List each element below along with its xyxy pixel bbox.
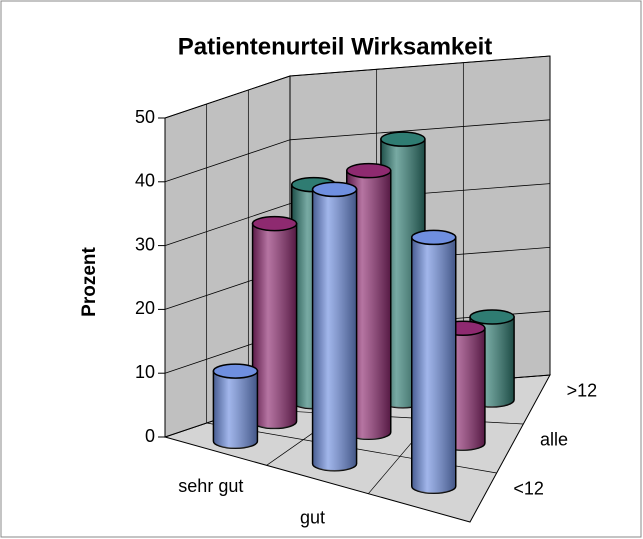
grid-line [164,183,551,246]
y-tick-label: 40 [135,171,155,191]
chart-title: Patientenurteil Wirksamkeit [178,33,493,60]
bar-top [346,162,392,179]
legend-label: <12 [513,478,544,498]
bar-top [251,215,298,232]
bar-top [411,229,457,246]
bar-shade [411,237,456,494]
bar-shade [252,223,297,429]
y-axis-label: Prozent [79,246,100,316]
grid-line [164,119,551,183]
legend-label: alle [540,429,568,449]
grid-line [164,55,551,119]
legend-label: >12 [567,380,598,400]
bar-top [469,309,515,325]
bar-top [212,363,259,379]
bar-top [380,131,426,147]
x-tick-label: sehr gut [178,476,243,496]
y-tick-label: 10 [135,362,155,382]
bar-shade [346,170,391,440]
x-tick-label: gut [300,507,325,527]
bar-shade [213,371,258,449]
bar-shade [312,189,357,471]
y-tick-label: 0 [145,426,155,446]
bar-top [311,181,358,198]
y-tick-label: 20 [135,298,155,318]
y-tick-label: 50 [135,107,155,127]
y-tick-label: 30 [135,234,155,254]
